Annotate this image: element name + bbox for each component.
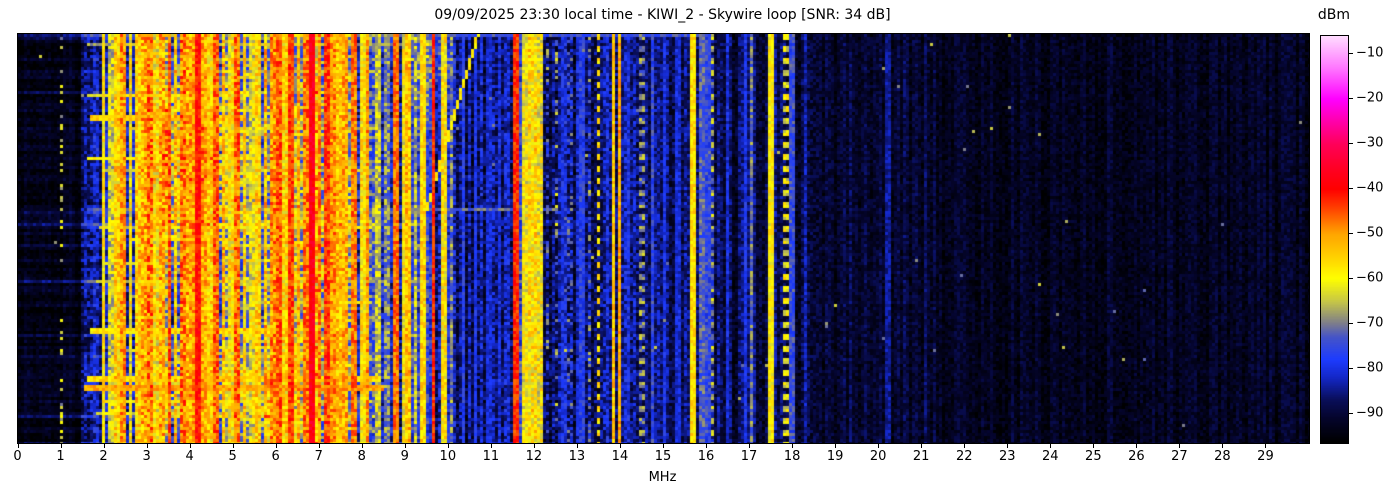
colorbar-tick-label: −90 — [1356, 405, 1384, 421]
x-tick-label: 27 — [1171, 449, 1188, 464]
x-tick-mark — [619, 444, 621, 448]
x-tick-label: 2 — [99, 449, 108, 464]
x-tick-label: 14 — [611, 449, 629, 464]
x-tick-mark — [964, 444, 966, 448]
x-tick-label: 18 — [783, 449, 801, 464]
colorbar-tick-label: −80 — [1356, 360, 1384, 376]
colorbar-tick-mark — [1349, 278, 1353, 280]
x-tick-label: 26 — [1128, 449, 1145, 464]
x-tick-mark — [533, 444, 535, 448]
x-tick-mark — [792, 444, 794, 448]
x-tick-mark — [232, 444, 234, 448]
x-tick-label: 24 — [1042, 449, 1059, 464]
plot-title: 09/09/2025 23:30 local time - KIWI_2 - S… — [434, 7, 891, 23]
x-tick-label: 3 — [142, 449, 151, 464]
colorbar-tick-label: −30 — [1356, 135, 1384, 151]
x-tick-mark — [878, 444, 880, 448]
colorbar-tick-mark — [1349, 233, 1353, 235]
x-tick-label: 4 — [185, 449, 194, 464]
x-tick-mark — [1222, 444, 1224, 448]
x-tick-label: 21 — [912, 449, 930, 464]
colorbar-label: dBm — [1317, 7, 1351, 23]
x-tick-label: 11 — [482, 449, 500, 464]
x-tick-label: 12 — [525, 449, 543, 464]
x-tick-mark — [189, 444, 191, 448]
colorbar-tick-mark — [1349, 53, 1353, 55]
colorbar-tick-label: −50 — [1356, 225, 1384, 241]
x-tick-mark — [361, 444, 363, 448]
waterfall-plot — [17, 33, 1310, 444]
x-tick-mark — [663, 444, 664, 448]
x-tick-label: 15 — [654, 449, 672, 464]
x-tick-label: 13 — [568, 449, 586, 464]
x-tick-label: 6 — [271, 449, 280, 464]
x-tick-mark — [1007, 444, 1009, 448]
x-tick-label: 22 — [955, 449, 973, 464]
x-tick-mark — [275, 444, 277, 448]
x-axis-label: MHz — [648, 470, 677, 485]
x-tick-label: 23 — [998, 449, 1016, 464]
x-tick-mark — [576, 444, 578, 448]
colorbar-tick-label: −60 — [1356, 270, 1384, 286]
x-tick-mark — [1179, 444, 1181, 448]
x-tick-label: 16 — [697, 449, 715, 464]
x-tick-label: 20 — [869, 449, 887, 464]
colorbar-tick-mark — [1349, 368, 1353, 370]
colorbar-tick-label: −20 — [1356, 90, 1384, 106]
x-tick-label: 9 — [400, 449, 409, 464]
x-tick-mark — [749, 444, 751, 448]
x-tick-label: 7 — [314, 449, 323, 464]
x-tick-mark — [1093, 444, 1095, 448]
x-tick-mark — [447, 444, 449, 448]
x-tick-label: 1 — [56, 449, 65, 464]
colorbar-tick-mark — [1349, 413, 1353, 415]
x-tick-label: 0 — [13, 449, 22, 464]
colorbar — [1320, 35, 1349, 444]
x-tick-mark — [490, 444, 492, 448]
x-tick-label: 25 — [1085, 449, 1102, 464]
x-tick-mark — [103, 444, 105, 448]
x-tick-label: 17 — [740, 449, 758, 464]
x-tick-label: 19 — [826, 449, 844, 464]
x-tick-mark — [1050, 444, 1052, 448]
x-tick-label: 10 — [439, 449, 457, 464]
x-tick-mark — [60, 444, 62, 448]
x-tick-label: 5 — [228, 449, 237, 464]
x-tick-mark — [17, 444, 19, 448]
x-tick-label: 28 — [1214, 449, 1231, 464]
x-tick-mark — [404, 444, 406, 448]
x-tick-label: 8 — [357, 449, 366, 464]
colorbar-canvas — [1321, 36, 1348, 443]
colorbar-tick-mark — [1349, 323, 1353, 325]
x-tick-mark — [921, 444, 923, 448]
colorbar-tick-mark — [1349, 143, 1353, 145]
x-tick-mark — [146, 444, 148, 448]
x-tick-mark — [1265, 444, 1267, 448]
x-tick-mark — [318, 444, 320, 448]
waterfall-canvas — [18, 34, 1309, 443]
colorbar-tick-mark — [1349, 98, 1353, 100]
colorbar-tick-mark — [1349, 188, 1353, 190]
x-tick-mark — [706, 444, 708, 448]
x-tick-label: 29 — [1257, 449, 1274, 464]
colorbar-tick-label: −10 — [1356, 45, 1384, 61]
colorbar-tick-label: −40 — [1356, 180, 1384, 196]
x-tick-mark — [835, 444, 837, 448]
colorbar-tick-label: −70 — [1356, 315, 1384, 331]
x-tick-mark — [1136, 444, 1138, 448]
